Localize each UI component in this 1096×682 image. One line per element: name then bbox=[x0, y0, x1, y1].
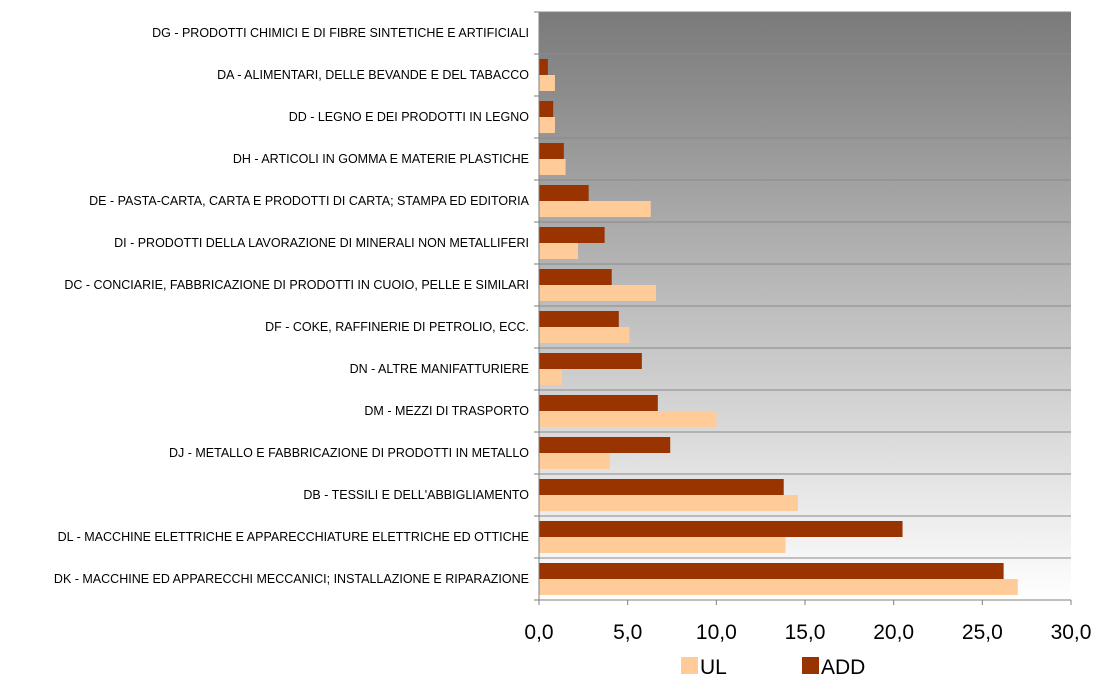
x-tick-label: 20,0 bbox=[873, 621, 914, 644]
bar-add bbox=[539, 269, 612, 285]
x-tick-label: 0,0 bbox=[524, 621, 553, 644]
x-tick-label: 15,0 bbox=[785, 621, 826, 644]
bar-add bbox=[539, 437, 671, 453]
bar-ul bbox=[539, 411, 717, 427]
category-label: DJ - METALLO E FABBRICAZIONE DI PRODOTTI… bbox=[169, 446, 529, 460]
bar-add bbox=[539, 353, 642, 369]
bar-add bbox=[539, 227, 605, 243]
x-tick-label: 30,0 bbox=[1051, 621, 1092, 644]
bar-add bbox=[539, 395, 658, 411]
bar-ul bbox=[539, 117, 555, 133]
bar-add bbox=[539, 59, 548, 75]
bar-ul bbox=[539, 201, 651, 217]
category-label: DF - COKE, RAFFINERIE DI PETROLIO, ECC. bbox=[265, 320, 529, 334]
category-label: DA - ALIMENTARI, DELLE BEVANDE E DEL TAB… bbox=[217, 68, 529, 82]
category-label: DI - PRODOTTI DELLA LAVORAZIONE DI MINER… bbox=[114, 236, 529, 250]
category-label: DG - PRODOTTI CHIMICI E DI FIBRE SINTETI… bbox=[152, 26, 529, 40]
category-label: DD - LEGNO E DEI PRODOTTI IN LEGNO bbox=[289, 110, 530, 124]
bar-ul bbox=[539, 75, 555, 91]
bar-ul bbox=[539, 327, 630, 343]
x-axis-ticks: 0,0 5,0 10,0 15,0 20,0 25,0 30,0 bbox=[524, 621, 1091, 644]
category-label: DM - MEZZI DI TRASPORTO bbox=[364, 404, 529, 418]
bar-ul bbox=[539, 537, 786, 553]
bar-add bbox=[539, 101, 554, 117]
bars bbox=[539, 59, 1018, 595]
bar-ul bbox=[539, 495, 798, 511]
legend-swatch-ul bbox=[681, 657, 698, 674]
bar-add bbox=[539, 185, 589, 201]
bar-ul bbox=[539, 369, 563, 385]
bar-add bbox=[539, 143, 564, 159]
category-label: DE - PASTA-CARTA, CARTA E PRODOTTI DI CA… bbox=[89, 194, 530, 208]
category-labels: DG - PRODOTTI CHIMICI E DI FIBRE SINTETI… bbox=[54, 26, 530, 586]
bar-add bbox=[539, 521, 903, 537]
x-tick-label: 10,0 bbox=[696, 621, 737, 644]
category-label: DL - MACCHINE ELETTRICHE E APPARECCHIATU… bbox=[58, 530, 529, 544]
bar-ul bbox=[539, 285, 657, 301]
bar-ul bbox=[539, 159, 566, 175]
bar-add bbox=[539, 479, 784, 495]
category-label: DN - ALTRE MANIFATTURIERE bbox=[350, 362, 529, 376]
bar-add bbox=[539, 311, 619, 327]
category-label: DC - CONCIARIE, FABBRICAZIONE DI PRODOTT… bbox=[64, 278, 529, 292]
bar-ul bbox=[539, 243, 579, 259]
legend: UL ADD bbox=[681, 656, 865, 679]
x-tick-label: 5,0 bbox=[613, 621, 642, 644]
category-label: DH - ARTICOLI IN GOMMA E MATERIE PLASTIC… bbox=[233, 152, 529, 166]
x-tick-label: 25,0 bbox=[962, 621, 1003, 644]
legend-label-add: ADD bbox=[821, 656, 865, 677]
category-label: DB - TESSILI E DELL'ABBIGLIAMENTO bbox=[303, 488, 529, 502]
bar-add bbox=[539, 563, 1004, 579]
legend-swatch-add bbox=[802, 657, 819, 674]
legend-label-ul: UL bbox=[700, 656, 727, 677]
axes bbox=[534, 11, 1072, 605]
bar-ul bbox=[539, 453, 610, 469]
category-label: DK - MACCHINE ED APPARECCHI MECCANICI; I… bbox=[54, 572, 529, 586]
bar-ul bbox=[539, 579, 1018, 595]
